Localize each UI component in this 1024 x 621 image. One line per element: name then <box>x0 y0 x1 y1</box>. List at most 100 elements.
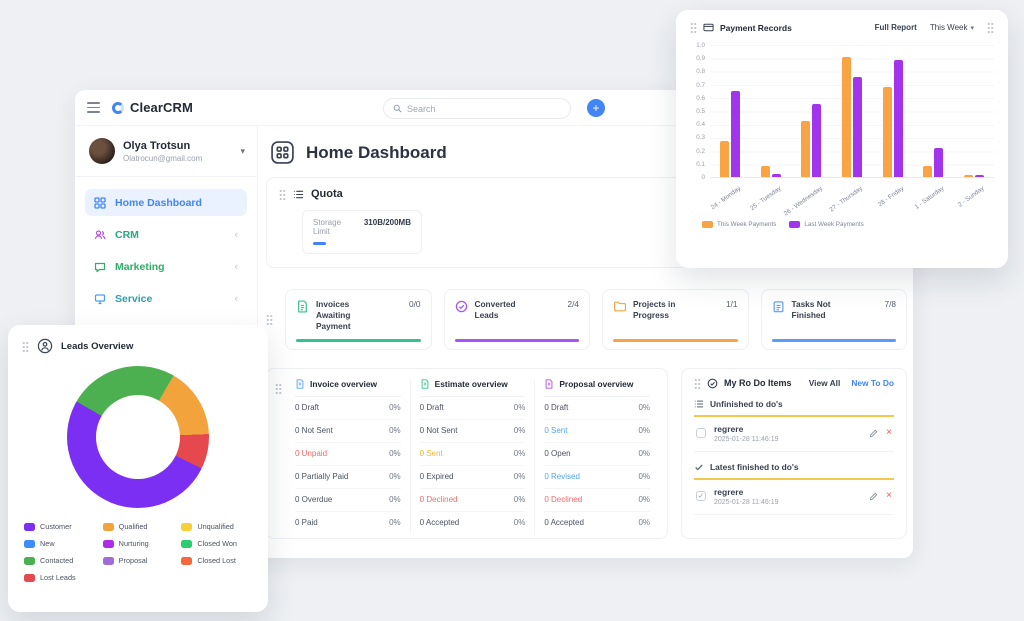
add-button[interactable]: + <box>587 99 605 117</box>
legend-item: Lost Leads <box>24 573 97 582</box>
page-title: Home Dashboard <box>306 142 447 162</box>
legend-column: Qualified Nurturing Proposal <box>102 522 176 582</box>
legend-swatch <box>102 522 114 531</box>
folder-icon <box>613 300 626 313</box>
bar[interactable] <box>923 166 933 177</box>
bar[interactable] <box>842 57 852 177</box>
bar[interactable] <box>720 141 730 177</box>
y-tick-label: 0.1 <box>696 160 705 168</box>
drag-handle-icon[interactable] <box>279 188 286 200</box>
overview-row: 0 Declined 0% <box>544 489 651 512</box>
stat-label: Projects in Progress <box>633 299 676 321</box>
stat-card[interactable]: Converted Leads 2/4 <box>443 289 590 350</box>
stat-label: Converted Leads <box>474 299 516 321</box>
app-logo: ClearCRM <box>112 100 193 115</box>
drag-handle-icon[interactable] <box>694 377 701 389</box>
bar[interactable] <box>812 103 822 177</box>
bar-chart-yaxis: 1.0 0.9 0.8 0.7 0.6 0.5 0.4 0.3 0.2 0.1 0 <box>690 42 710 181</box>
sidebar-item-marketing[interactable]: Marketing <box>85 253 247 280</box>
todo-item-name: regrere <box>714 486 744 497</box>
profile-block[interactable]: Olya Trotsun Olatrocun@gmail.com <box>75 126 257 177</box>
legend-item: Nurturing <box>102 539 176 548</box>
sidebar-item-crm[interactable]: CRM <box>85 221 247 248</box>
users-icon <box>94 229 106 241</box>
todo-item: regrere 2025-01-28 11:46:19 <box>694 417 894 452</box>
todo-checkbox-checked[interactable] <box>696 491 706 502</box>
stat-value: 1/1 <box>725 299 738 309</box>
donut-chart <box>67 366 209 508</box>
sidebar-item-home-dashboard[interactable]: Home Dashboard <box>85 189 247 216</box>
drag-handle-icon[interactable] <box>22 340 29 352</box>
search-box[interactable] <box>383 98 571 119</box>
range-value: This Week <box>929 23 968 32</box>
payment-records-title: Payment Records <box>720 22 792 33</box>
bar[interactable] <box>731 90 741 177</box>
bar[interactable] <box>893 59 903 177</box>
sidebar-item-label: Service <box>115 292 153 305</box>
overview-row: 0 Partially Paid 0% <box>295 466 401 489</box>
view-all-link[interactable]: View All <box>808 378 841 389</box>
chevron-down-icon[interactable] <box>240 146 245 157</box>
bar-chart-xlabels: 24 - Monday 25 - Tuesday 26 - Wednesday 27 … <box>710 181 994 219</box>
overview-column: Invoice overview 0 Draft 0% 0 Not Sent 0% 0 … <box>286 379 410 534</box>
todo-title: My Ro Do Items <box>724 378 792 389</box>
legend-swatch <box>181 556 193 565</box>
bar[interactable] <box>882 86 892 177</box>
bar[interactable] <box>771 174 781 177</box>
bar-group <box>832 57 873 177</box>
edit-icon[interactable] <box>869 492 878 501</box>
stat-card[interactable]: Projects in Progress 1/1 <box>602 289 749 350</box>
storage-progress-bar <box>313 242 326 245</box>
legend-item: Contacted <box>24 556 97 565</box>
drag-handle-icon[interactable] <box>275 382 282 394</box>
overview-row: 0 Not Sent 0% <box>295 420 401 443</box>
chevron-icon <box>234 229 238 241</box>
x-tick-label: 27 - Thursday <box>828 185 865 214</box>
menu-icon[interactable] <box>87 102 100 113</box>
overview-row: 0 Revised 0% <box>544 466 651 489</box>
sidebar-item-service[interactable]: Service <box>85 285 247 312</box>
list-icon <box>694 399 704 409</box>
todo-item-name: regrere <box>714 423 744 434</box>
overview-row: 0 Draft 0% <box>419 397 526 420</box>
x-tick-label: 25 - Tuesday <box>749 185 783 213</box>
sidebar-item-label: CRM <box>115 228 139 241</box>
x-tick-label: 24 - Monday <box>709 185 743 212</box>
edit-icon[interactable] <box>869 429 878 438</box>
y-tick-label: 0.4 <box>696 121 705 129</box>
stat-value: 2/4 <box>567 299 579 309</box>
bar[interactable] <box>963 175 973 177</box>
y-tick-label: 0.5 <box>696 107 705 115</box>
leads-person-icon <box>37 338 53 354</box>
range-dropdown[interactable]: This Week <box>930 23 974 32</box>
leads-overview-title: Leads Overview <box>61 340 134 352</box>
overview-row: 0 Sent 0% <box>544 420 651 443</box>
search-input[interactable] <box>407 103 561 114</box>
bar[interactable] <box>853 77 863 177</box>
drag-handle-icon[interactable] <box>987 22 994 33</box>
bar-group <box>872 59 913 177</box>
full-report-link[interactable]: Full Report <box>874 23 917 32</box>
overview-column: Proposal overview 0 Draft 0% 0 Sent 0% 0 Ope… <box>534 378 659 534</box>
storage-limit-value: 310B/200MB <box>363 218 411 227</box>
y-tick-label: 0.9 <box>696 55 705 63</box>
bar[interactable] <box>801 121 811 177</box>
delete-icon[interactable] <box>886 491 892 501</box>
bar[interactable] <box>760 166 770 177</box>
y-tick-label: 0.6 <box>696 94 705 102</box>
bar[interactable] <box>934 147 944 177</box>
new-todo-link[interactable]: New To Do <box>851 378 894 389</box>
drag-handle-icon[interactable] <box>266 313 273 325</box>
legend-swatch <box>24 573 35 582</box>
todo-checkbox[interactable] <box>696 428 706 439</box>
delete-icon[interactable] <box>886 428 892 438</box>
search-icon <box>393 104 402 113</box>
estimate-overview-icon <box>420 378 430 389</box>
stat-card[interactable]: Invoices Awaiting Payment 0/0 <box>285 289 432 350</box>
stat-card[interactable]: Tasks Not Finished 7/8 <box>760 289 907 350</box>
payment-records-widget: Payment Records Full Report This Week 1.… <box>676 10 1008 268</box>
check-circle-icon <box>707 378 718 389</box>
legend-swatch <box>24 522 35 531</box>
drag-handle-icon[interactable] <box>690 22 697 33</box>
bar[interactable] <box>974 175 984 177</box>
